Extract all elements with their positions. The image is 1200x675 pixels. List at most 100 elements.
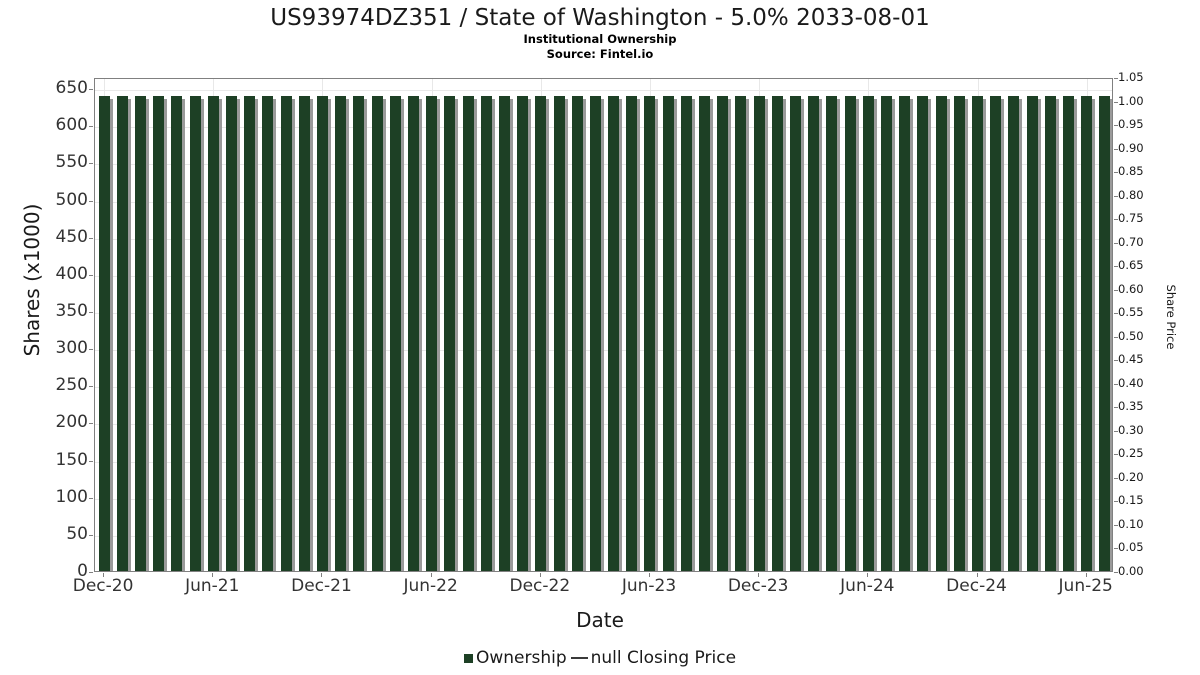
bar[interactable] xyxy=(972,95,987,571)
y-axis-right-tick-mark xyxy=(1114,172,1118,174)
y-axis-left-tick-label: 0 xyxy=(77,561,88,581)
y-axis-right-tick-mark xyxy=(1114,572,1118,573)
bar[interactable] xyxy=(98,95,114,571)
y-axis-right-tick-mark xyxy=(1114,407,1118,409)
bar[interactable] xyxy=(917,95,932,571)
y-axis-left-tick-mark xyxy=(89,349,93,351)
bar-body xyxy=(98,95,110,571)
y-axis-right-tick-mark xyxy=(1114,101,1118,103)
bar[interactable] xyxy=(407,95,423,571)
bar[interactable] xyxy=(1099,95,1112,571)
bar[interactable] xyxy=(1044,95,1060,571)
bar[interactable] xyxy=(225,95,241,571)
bar-body xyxy=(717,95,729,571)
bar[interactable] xyxy=(116,95,132,571)
y-axis-right-tick-label: 0.80 xyxy=(1118,187,1144,202)
bar[interactable] xyxy=(353,95,368,571)
bar-body xyxy=(262,95,274,571)
bar[interactable] xyxy=(790,95,805,571)
y-axis-right-tick-label: 0.15 xyxy=(1118,493,1144,508)
gridline-horizontal xyxy=(95,90,1112,91)
bar[interactable] xyxy=(207,95,223,571)
bar[interactable] xyxy=(571,95,587,571)
bar-body xyxy=(480,95,492,571)
chart-legend: Ownership null Closing Price xyxy=(0,648,1200,668)
bar[interactable] xyxy=(189,95,205,571)
bar[interactable] xyxy=(699,95,714,571)
bar[interactable] xyxy=(680,95,696,571)
y-axis-left-tick-label: 450 xyxy=(55,226,88,247)
y-axis-right-tick-mark xyxy=(1114,78,1118,79)
bar[interactable] xyxy=(626,95,641,571)
bar[interactable] xyxy=(335,95,350,571)
bar[interactable] xyxy=(535,95,550,571)
bar[interactable] xyxy=(644,95,659,571)
y-axis-left-tick-mark xyxy=(89,423,93,425)
bar[interactable] xyxy=(1081,95,1096,571)
x-axis-tick-label: Jun-24 xyxy=(840,576,895,596)
legend-item[interactable]: null Closing Price xyxy=(569,648,738,668)
bar[interactable] xyxy=(298,95,314,571)
bar-body xyxy=(171,95,183,571)
y-axis-right-tick-mark xyxy=(1114,242,1118,244)
bar[interactable] xyxy=(517,95,532,571)
bar[interactable] xyxy=(881,95,896,571)
y-axis-right-tick-label: 1.00 xyxy=(1118,93,1144,108)
bar[interactable] xyxy=(1063,95,1078,571)
bar-body xyxy=(207,95,219,571)
bar[interactable] xyxy=(935,95,951,571)
bar-body xyxy=(808,95,820,571)
y-axis-right-tick-mark xyxy=(1114,195,1118,197)
bar[interactable] xyxy=(426,95,441,571)
bar[interactable] xyxy=(608,95,623,571)
bar[interactable] xyxy=(134,95,150,571)
closing-price-line xyxy=(95,79,1112,571)
y-axis-right-tick-label: 0.25 xyxy=(1118,446,1144,461)
bar-body xyxy=(917,95,929,571)
bar[interactable] xyxy=(389,95,405,571)
bar[interactable] xyxy=(589,95,605,571)
bar[interactable] xyxy=(153,95,168,571)
bar-body xyxy=(608,95,620,571)
bar[interactable] xyxy=(662,95,678,571)
y-axis-left-tick-mark xyxy=(89,386,93,388)
bar[interactable] xyxy=(862,95,878,571)
bar[interactable] xyxy=(498,95,514,571)
bar[interactable] xyxy=(444,95,459,571)
bar-body xyxy=(626,95,638,571)
bar[interactable] xyxy=(826,95,841,571)
bar-body xyxy=(1026,95,1038,571)
y-axis-left-tick-mark xyxy=(89,534,93,536)
bar[interactable] xyxy=(316,95,332,571)
y-axis-left-tick-label: 100 xyxy=(55,486,88,507)
bar[interactable] xyxy=(553,95,569,571)
bar[interactable] xyxy=(953,95,969,571)
bar[interactable] xyxy=(808,95,823,571)
x-axis-tick-label: Jun-23 xyxy=(621,576,677,596)
bar-body xyxy=(353,95,365,571)
x-axis-tick-mark xyxy=(431,573,432,577)
bar[interactable] xyxy=(462,95,478,571)
legend-item[interactable]: Ownership xyxy=(462,648,569,668)
bar[interactable] xyxy=(753,95,769,571)
bar[interactable] xyxy=(735,95,750,571)
bar-body xyxy=(389,95,401,571)
bar[interactable] xyxy=(480,95,496,571)
bar[interactable] xyxy=(244,95,259,571)
y-axis-right-tick-label: 0.35 xyxy=(1118,399,1144,414)
bar[interactable] xyxy=(717,95,732,571)
bar-body xyxy=(972,95,984,571)
bar[interactable] xyxy=(1008,95,1023,571)
bar[interactable] xyxy=(280,95,296,571)
bar[interactable] xyxy=(990,95,1005,571)
bar[interactable] xyxy=(262,95,277,571)
y-axis-left-tick-label: 200 xyxy=(55,412,88,433)
bar[interactable] xyxy=(844,95,860,571)
bar[interactable] xyxy=(371,95,387,571)
bar[interactable] xyxy=(1026,95,1042,571)
bar[interactable] xyxy=(899,95,914,571)
bar[interactable] xyxy=(171,95,186,571)
bar[interactable] xyxy=(771,95,787,571)
x-axis-tick-mark xyxy=(103,573,104,577)
